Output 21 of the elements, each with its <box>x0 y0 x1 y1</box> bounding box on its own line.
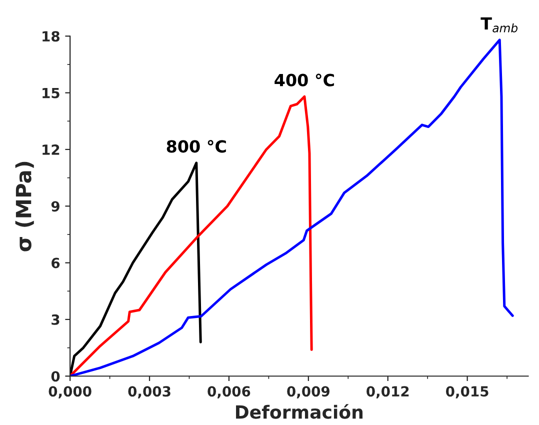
line-series <box>70 162 202 376</box>
x-tick-label: 0,006 <box>208 386 250 398</box>
x-tick-label: 0,015 <box>446 386 488 398</box>
y-tick-label: 0 <box>51 371 60 382</box>
x-tick-label: 0,000 <box>48 386 92 398</box>
series-label: 800 °C <box>166 140 226 153</box>
y-tick-label: 6 <box>52 258 60 268</box>
line-series <box>70 38 514 376</box>
line-series <box>70 95 313 376</box>
y-tick-label: 3 <box>52 314 60 325</box>
series-label: T$_{amb}$ <box>480 17 518 32</box>
y-tick-label: 18 <box>42 31 60 42</box>
x-tick-label: 0,003 <box>128 386 170 398</box>
y-tick-label: 9 <box>51 201 60 212</box>
y-tick-label: 12 <box>42 144 60 155</box>
x-tick-label: 0,009 <box>287 386 330 398</box>
x-axis-title: Deformación <box>236 404 363 419</box>
y-axis-title: σ (MPa) <box>15 162 34 252</box>
x-tick-label: 0,012 <box>366 386 409 398</box>
y-tick-label: 15 <box>42 88 60 98</box>
series-label: 400 °C <box>274 74 334 86</box>
